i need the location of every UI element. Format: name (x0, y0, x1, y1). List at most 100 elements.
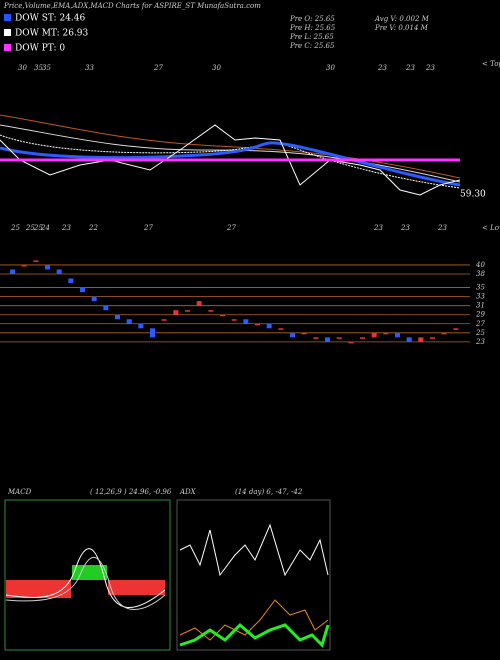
candle (208, 310, 214, 312)
legend-text: DOW MT: 26.93 (15, 29, 89, 39)
top-label: 23 (425, 64, 435, 72)
title: Price,Volume,EMA,ADX,MACD Charts for ASP… (3, 2, 261, 10)
low-label: 23 (437, 224, 447, 232)
candle (348, 341, 354, 344)
candle (266, 323, 272, 329)
candle (290, 332, 295, 338)
y-tick-label: 38 (476, 270, 485, 278)
macd-line (5, 548, 166, 608)
candle (126, 319, 132, 324)
info: Pre O: 25.65 (289, 15, 335, 23)
top-label: 30 (212, 64, 221, 72)
y-tick-label: 40 (475, 261, 485, 269)
adx-line (179, 622, 330, 648)
candle (21, 264, 27, 267)
candle (45, 264, 50, 270)
candle (406, 337, 412, 342)
macd-hist (108, 580, 165, 595)
candle (325, 337, 330, 342)
legend-swatch (4, 29, 11, 36)
candle (115, 314, 120, 320)
candle (336, 337, 342, 339)
low-label: 25 (10, 224, 20, 232)
top-label: 23 (377, 64, 387, 72)
candle (10, 269, 15, 274)
candle (161, 319, 167, 321)
last-value: 59.30 (460, 190, 486, 200)
adx-title: ADX (179, 488, 197, 496)
info: Pre H: 25.65 (289, 24, 336, 32)
adx-line (179, 523, 329, 577)
candle (418, 337, 424, 342)
candle (278, 328, 284, 330)
candle (360, 337, 365, 339)
candle (243, 319, 249, 324)
candle (255, 323, 260, 326)
tops-label: < Tops (482, 60, 500, 68)
macd-line (5, 556, 166, 610)
top-label: 35 (42, 64, 51, 72)
low-label: 27 (226, 224, 236, 232)
candle (138, 323, 144, 329)
macd-hist (6, 580, 71, 598)
candle (56, 269, 62, 274)
low-label: 25 (25, 224, 35, 232)
candle (196, 301, 202, 306)
y-tick-label: 29 (475, 311, 485, 319)
low-label: 23 (61, 224, 71, 232)
lows-label: < Lows (482, 224, 500, 232)
y-tick-label: 23 (475, 338, 485, 346)
ema-line (0, 141, 461, 187)
adx-line (179, 599, 329, 641)
y-tick-label: 31 (476, 302, 485, 310)
macd-hist (72, 565, 107, 580)
info: Avg V: 0.002 M (374, 15, 430, 23)
candle (441, 332, 447, 335)
info: Pre L: 25.65 (289, 33, 334, 41)
legend-text: DOW PT: 0 (15, 44, 65, 54)
candle (220, 314, 225, 317)
adx-params: (14 day) 6, -47, -42 (235, 488, 303, 496)
price-line (0, 124, 461, 196)
low-label: 23 (400, 224, 410, 232)
low-label: 27 (143, 224, 153, 232)
candle (68, 278, 74, 284)
top-label: 27 (153, 64, 163, 72)
candle (103, 305, 109, 311)
candle (173, 310, 179, 315)
top-label: 30 (326, 64, 335, 72)
legend-swatch (4, 44, 11, 51)
candle (371, 332, 377, 338)
low-label: 24 (40, 224, 50, 232)
y-tick-label: 33 (476, 293, 485, 301)
top-label: 30 (18, 64, 27, 72)
y-tick-label: 35 (476, 284, 485, 292)
candle (383, 332, 389, 335)
y-tick-label: 27 (475, 320, 485, 328)
info: Pre C: 25.65 (289, 42, 335, 50)
candle (33, 260, 39, 262)
macd-title: MACD (7, 488, 32, 496)
info: Pre V: 0.014 M (374, 24, 429, 32)
candle (91, 296, 97, 302)
macd-params: ( 12,26,9 ) 24.96, -0.96 (90, 488, 172, 496)
low-label: 22 (88, 224, 98, 232)
candle (150, 328, 155, 338)
candle (453, 328, 459, 330)
legend-swatch (4, 14, 11, 21)
top-label: 23 (405, 64, 415, 72)
candle (313, 337, 319, 339)
low-label: 25 (33, 224, 43, 232)
candle (231, 319, 237, 321)
legend-text: DOW ST: 24.46 (15, 14, 85, 24)
candle (395, 332, 400, 338)
top-label: 33 (85, 64, 94, 72)
y-tick-label: 25 (475, 329, 485, 337)
low-label: 23 (373, 224, 383, 232)
candle (301, 332, 307, 335)
candle (185, 310, 190, 312)
candle (80, 287, 85, 293)
adx-frame (176, 499, 331, 651)
top-label: 35 (34, 64, 43, 72)
